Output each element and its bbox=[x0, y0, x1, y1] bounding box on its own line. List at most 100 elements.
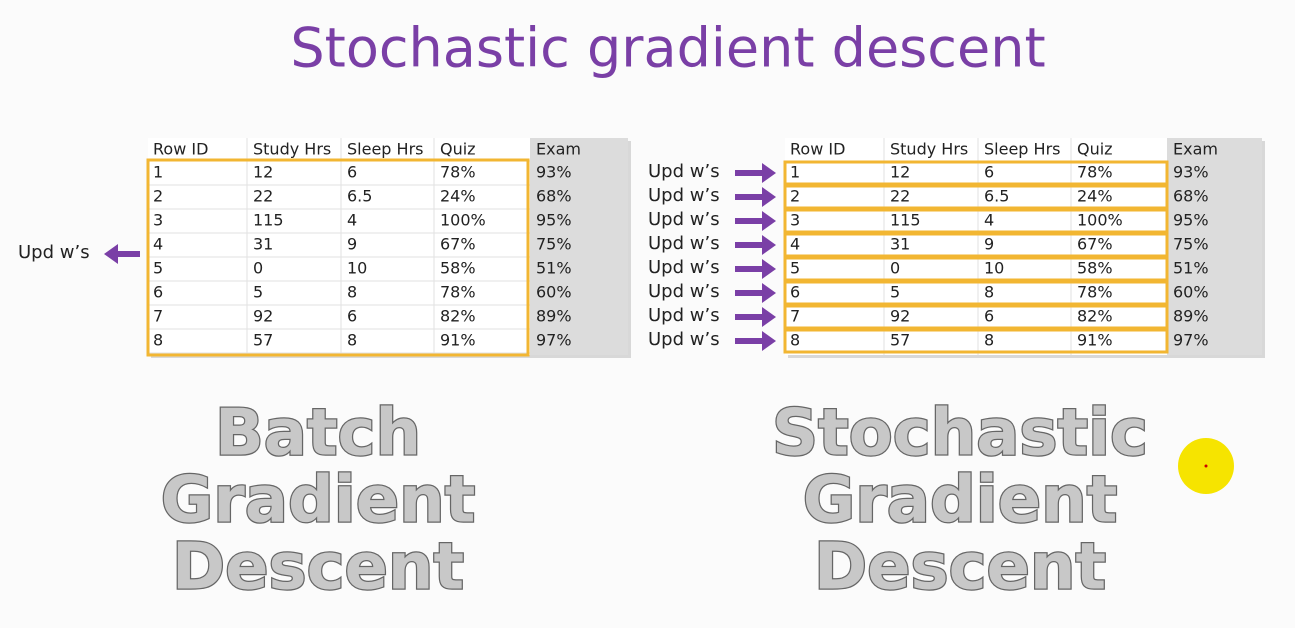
table-cell: 57 bbox=[253, 331, 273, 350]
table-cell: 82% bbox=[440, 307, 476, 326]
table-cell: 31 bbox=[253, 235, 273, 254]
table-cell: 6 bbox=[984, 307, 994, 326]
arrow-head bbox=[104, 244, 118, 264]
table-cell: 78% bbox=[1077, 283, 1113, 302]
table-cell: 93% bbox=[536, 163, 572, 182]
update-label: Upd w’s bbox=[18, 242, 90, 263]
header-cell: Exam bbox=[536, 140, 581, 159]
update-label: Upd w’s bbox=[648, 281, 720, 302]
arrow-head bbox=[762, 211, 776, 231]
table-cell: 93% bbox=[1173, 163, 1209, 182]
arrow-head bbox=[762, 163, 776, 183]
table-cell: 97% bbox=[536, 331, 572, 350]
table-cell: 6.5 bbox=[347, 187, 372, 206]
table-cell: 68% bbox=[1173, 187, 1209, 206]
table-cell: 51% bbox=[1173, 259, 1209, 278]
table-cell: 5 bbox=[253, 283, 263, 302]
table-cell: 75% bbox=[1173, 235, 1209, 254]
table-cell: 115 bbox=[253, 211, 284, 230]
table-cell: 0 bbox=[890, 259, 900, 278]
table-cell: 8 bbox=[790, 331, 800, 350]
table-cell: 8 bbox=[347, 283, 357, 302]
table-cell: 5 bbox=[890, 283, 900, 302]
table-cell: 4 bbox=[153, 235, 163, 254]
table-cell: 4 bbox=[790, 235, 800, 254]
table-cell: 6 bbox=[347, 163, 357, 182]
header-cell: Sleep Hrs bbox=[984, 140, 1060, 159]
table-cell: 8 bbox=[984, 331, 994, 350]
table-cell: 5 bbox=[153, 259, 163, 278]
arrow-head bbox=[762, 235, 776, 255]
exam-column bbox=[1167, 138, 1262, 355]
row-highlight bbox=[783, 280, 1169, 306]
arrow-head bbox=[762, 187, 776, 207]
table-cell: 60% bbox=[1173, 283, 1209, 302]
caption-line: Descent bbox=[814, 531, 1106, 605]
caption-line: Batch bbox=[215, 397, 421, 471]
slide-title: Stochastic gradient descent bbox=[290, 17, 1045, 80]
table-cell: 1 bbox=[153, 163, 163, 182]
table-cell: 78% bbox=[440, 283, 476, 302]
update-label: Upd w’s bbox=[648, 185, 720, 206]
table-cell: 9 bbox=[347, 235, 357, 254]
caption-line: Stochastic bbox=[772, 397, 1148, 471]
table-cell: 78% bbox=[1077, 163, 1113, 182]
table-cell: 89% bbox=[1173, 307, 1209, 326]
update-label: Upd w’s bbox=[648, 161, 720, 182]
table-cell: 9 bbox=[984, 235, 994, 254]
exam-column bbox=[530, 138, 628, 355]
table-cell: 92 bbox=[890, 307, 910, 326]
caption-line: Gradient bbox=[803, 464, 1118, 538]
header-cell: Quiz bbox=[1077, 140, 1113, 159]
table-cell: 67% bbox=[1077, 235, 1113, 254]
header-cell: Row ID bbox=[153, 140, 208, 159]
table-cell: 60% bbox=[536, 283, 572, 302]
table-cell: 5 bbox=[790, 259, 800, 278]
row-highlight bbox=[783, 208, 1169, 234]
header-cell: Exam bbox=[1173, 140, 1218, 159]
table-cell: 100% bbox=[1077, 211, 1123, 230]
table-cell: 3 bbox=[790, 211, 800, 230]
table-cell: 1 bbox=[790, 163, 800, 182]
arrow-head bbox=[762, 307, 776, 327]
table-cell: 24% bbox=[440, 187, 476, 206]
table-cell: 67% bbox=[440, 235, 476, 254]
table-cell: 22 bbox=[890, 187, 910, 206]
update-label: Upd w’s bbox=[648, 257, 720, 278]
table-cell: 6 bbox=[790, 283, 800, 302]
update-label: Upd w’s bbox=[648, 329, 720, 350]
row-highlight bbox=[783, 256, 1169, 282]
table-cell: 91% bbox=[1077, 331, 1113, 350]
row-highlight bbox=[783, 328, 1169, 354]
table-cell: 24% bbox=[1077, 187, 1113, 206]
arrow-head bbox=[762, 283, 776, 303]
row-highlight bbox=[783, 304, 1169, 330]
table-cell: 8 bbox=[984, 283, 994, 302]
table-cell: 6.5 bbox=[984, 187, 1009, 206]
table-cell: 8 bbox=[153, 331, 163, 350]
table-cell: 82% bbox=[1077, 307, 1113, 326]
table-cell: 3 bbox=[153, 211, 163, 230]
caption-line: Gradient bbox=[161, 464, 476, 538]
table-cell: 7 bbox=[153, 307, 163, 326]
table-cell: 68% bbox=[536, 187, 572, 206]
table-cell: 115 bbox=[890, 211, 921, 230]
table-cell: 12 bbox=[890, 163, 910, 182]
table-cell: 12 bbox=[253, 163, 273, 182]
table-cell: 58% bbox=[440, 259, 476, 278]
table-cell: 100% bbox=[440, 211, 486, 230]
update-label: Upd w’s bbox=[648, 209, 720, 230]
table-cell: 78% bbox=[440, 163, 476, 182]
row-highlight bbox=[783, 184, 1169, 210]
cursor-dot bbox=[1204, 464, 1208, 468]
table-cell: 95% bbox=[536, 211, 572, 230]
table-cell: 92 bbox=[253, 307, 273, 326]
table-cell: 0 bbox=[253, 259, 263, 278]
row-highlight bbox=[783, 160, 1169, 186]
row-highlight bbox=[783, 232, 1169, 258]
header-cell: Sleep Hrs bbox=[347, 140, 423, 159]
arrow-head bbox=[762, 331, 776, 351]
table-cell: 4 bbox=[984, 211, 994, 230]
table-cell: 8 bbox=[347, 331, 357, 350]
